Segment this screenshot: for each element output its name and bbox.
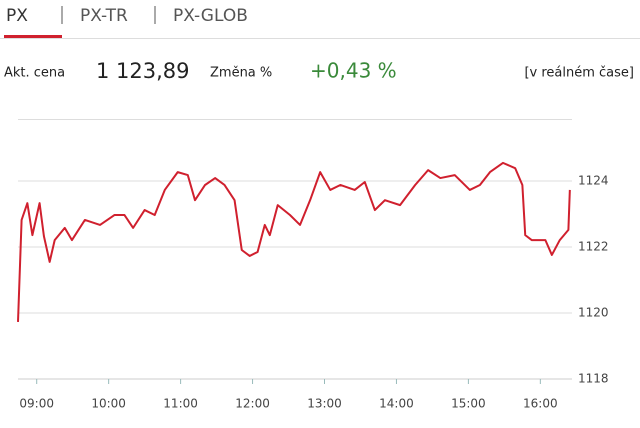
tab[interactable]: PX-GLOB <box>173 6 248 26</box>
price-line <box>17 161 571 322</box>
change: +0,43 % <box>310 59 397 83</box>
x-tick-label: 12:00 <box>235 397 270 411</box>
x-tick-label: 13:00 <box>307 397 342 411</box>
tab[interactable]: PX-TR <box>80 6 128 26</box>
y-tick-label: 1120 <box>578 306 609 320</box>
x-tick-label: 15:00 <box>451 397 486 411</box>
x-tick-label: 16:00 <box>523 397 558 411</box>
x-tick-label: 14:00 <box>379 397 414 411</box>
active-tab-indicator <box>4 35 62 38</box>
change-label: Změna % <box>210 66 272 81</box>
y-tick-label: 1124 <box>578 174 609 188</box>
plot: 1118 1120 1122 1124 09:00 10:00 11:00 12:00 13:0… <box>17 161 609 411</box>
price: 1 123,89 <box>96 59 190 83</box>
x-tick-label: 10:00 <box>91 397 126 411</box>
x-tick-label: 11:00 <box>163 397 198 411</box>
price-label: Akt. cena <box>4 66 65 81</box>
realtime-note: [v reálném čase] <box>524 66 634 81</box>
x-tick-label: 09:00 <box>19 397 54 411</box>
y-tick-label: 1118 <box>578 372 609 386</box>
tab[interactable]: PX <box>6 6 28 26</box>
y-tick-label: 1122 <box>578 240 609 254</box>
